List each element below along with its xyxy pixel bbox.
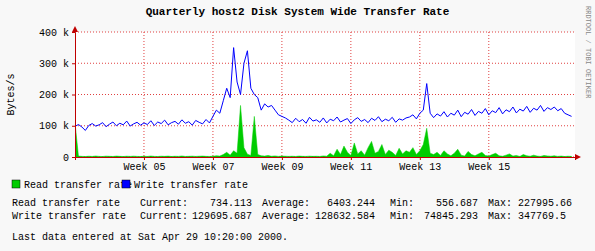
stats-label: Current:	[140, 198, 188, 209]
y-grid-line	[75, 125, 575, 126]
x-tick: Week 15	[468, 157, 510, 173]
legend-label: Write transfer rate	[134, 180, 248, 191]
y-tick-mark	[72, 32, 75, 33]
legend-label: Read transfer rate	[24, 180, 132, 191]
stats-label: Min:	[390, 198, 414, 209]
plot-marks	[75, 48, 572, 157]
legend-swatch	[122, 180, 130, 188]
axis-arrow	[575, 154, 581, 160]
y-tick-mark	[72, 63, 75, 64]
y-tick: 100 k	[39, 121, 75, 132]
stats-label: Min:	[390, 211, 414, 222]
y-axis-line	[72, 33, 76, 158]
y-tick-label: 100 k	[39, 121, 69, 132]
x-tick-label: Week 13	[399, 162, 441, 173]
stats-label: Max:	[488, 198, 512, 209]
y-tick-label: 0	[63, 153, 69, 164]
y-tick: 200 k	[39, 90, 75, 101]
x-tick: Week 05	[123, 157, 165, 173]
series-line	[75, 48, 572, 131]
stats-value: 128632.584	[315, 211, 375, 222]
stats-label: Max:	[488, 211, 512, 222]
x-tick-label: Week 11	[330, 162, 372, 173]
stats-value: 74845.293	[424, 211, 478, 222]
y-tick-label: 200 k	[39, 90, 69, 101]
y-tick: 0	[63, 153, 75, 164]
x-tick: Week 07	[192, 157, 234, 173]
series-area	[75, 105, 572, 157]
stats-label: Current:	[140, 211, 188, 222]
x-grid-line	[488, 32, 489, 157]
x-axis-line	[76, 158, 576, 161]
stats-label: Average:	[262, 211, 310, 222]
x-tick-label: Week 07	[192, 162, 234, 173]
grid	[75, 32, 575, 157]
x-tick-mark	[351, 157, 352, 160]
stats-row-label: Write transfer rate	[12, 211, 126, 222]
x-tick-label: Week 05	[123, 162, 165, 173]
y-grid-line	[75, 63, 575, 64]
stats-value: 6403.244	[327, 198, 375, 209]
stats: Read transfer rate Current: 734.113 Average…	[12, 198, 572, 222]
stats-value: 556.687	[436, 198, 478, 209]
y-tick-mark	[72, 126, 75, 127]
x-grid-line	[350, 32, 351, 157]
stats-row-label: Read transfer rate	[12, 198, 120, 209]
title: Quarterly host2 Disk System Wide Transfe…	[146, 6, 450, 18]
x-axis: Week 05 Week 07 Week 09 Week 11 Week 13 Week …	[76, 157, 576, 173]
x-tick-mark	[489, 157, 490, 160]
stats-value: 347769.5	[518, 211, 566, 222]
x-grid-line	[143, 32, 144, 157]
x-grid-line	[212, 32, 213, 157]
y-tick-mark	[72, 157, 75, 158]
y-axis: 0 100 k 200 k 300 k 400 k	[39, 28, 76, 164]
x-tick: Week 09	[261, 157, 303, 173]
axis-arrow	[72, 26, 78, 32]
y-grid-line	[75, 94, 575, 95]
x-tick-mark	[420, 157, 421, 160]
stats-value: 129695.687	[192, 211, 252, 222]
legend: Read transfer rateWrite transfer rate	[12, 180, 248, 191]
footer: Last data entered at Sat Apr 29 10:20:00…	[12, 232, 288, 243]
x-tick-label: Week 15	[468, 162, 510, 173]
stats-label: Average:	[262, 198, 310, 209]
x-tick: Week 11	[330, 157, 372, 173]
y-tick-label: 300 k	[39, 59, 69, 70]
x-tick-label: Week 09	[261, 162, 303, 173]
y-tick-label: 400 k	[39, 28, 69, 39]
y-tick: 400 k	[39, 28, 75, 39]
y-grid-line	[75, 32, 575, 33]
legend-swatch	[12, 180, 20, 188]
y-tick: 300 k	[39, 59, 75, 70]
plot-area	[75, 32, 575, 157]
background	[0, 0, 595, 251]
y-tick-mark	[72, 95, 75, 96]
y-axis-title: Bytes/s	[6, 73, 17, 115]
x-grid-line	[419, 32, 420, 157]
chart: Quarterly host2 Disk System Wide Transfe…	[0, 0, 595, 251]
x-tick-mark	[213, 157, 214, 160]
x-grid-line	[281, 32, 282, 157]
x-tick-mark	[282, 157, 283, 160]
stats-value: 734.113	[210, 198, 252, 209]
x-tick: Week 13	[399, 157, 441, 173]
x-tick-mark	[144, 157, 145, 160]
watermark: RRDTOOL / TOBI OETIKER	[584, 6, 592, 99]
stats-value: 227995.66	[518, 198, 572, 209]
